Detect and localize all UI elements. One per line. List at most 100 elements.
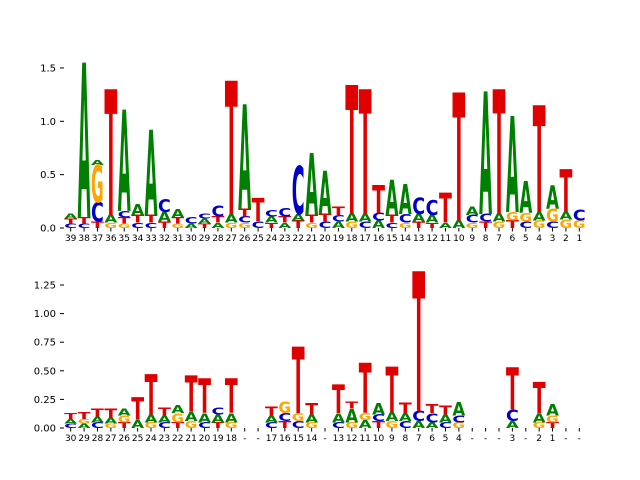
x-tick-label: 23 — [159, 434, 170, 444]
logo-letter-G: G — [305, 421, 318, 430]
logo-letter-A: A — [426, 421, 439, 430]
logo-letter-C: C — [78, 223, 91, 230]
x-tick-label: 18 — [346, 234, 358, 244]
y-tick-label: 0.50 — [34, 366, 56, 377]
logo-letter-A: A — [399, 412, 412, 424]
logo-letter-C: C — [198, 212, 211, 220]
x-tick-label: 2 — [563, 234, 569, 244]
logo-letter-T: T — [225, 371, 238, 425]
logo-letter-T: T — [145, 363, 158, 427]
logo-letter-T: T — [238, 207, 252, 219]
logo-letter-A: A — [104, 214, 117, 226]
logo-letter-G: G — [305, 221, 318, 229]
logo-letter-G: G — [466, 221, 479, 229]
logo-letter-G: G — [506, 210, 519, 224]
logo-letter-T: T — [64, 218, 77, 226]
logo-letter-T: T — [278, 419, 292, 430]
logo-letter-T: T — [359, 349, 372, 429]
x-tick-label: 13 — [413, 234, 424, 244]
logo-letter-A: A — [533, 411, 547, 425]
logo-letter-C: C — [158, 421, 171, 430]
logo-letter-A: A — [452, 219, 465, 231]
logo-letter-G: G — [345, 220, 358, 230]
x-tick-label: - — [524, 434, 527, 444]
logo-letter-A: A — [212, 222, 225, 231]
x-tick-label: 24 — [145, 434, 157, 444]
logo-letter-G: G — [104, 221, 117, 229]
logo-letter-T: T — [305, 213, 319, 225]
x-tick-label: 5 — [443, 434, 449, 444]
x-tick-label: 13 — [333, 434, 344, 444]
x-tick-label: 3 — [510, 434, 516, 444]
logo-letter-C: C — [573, 207, 586, 224]
logo-letter-C: C — [452, 414, 465, 425]
logo-letter-A: A — [292, 213, 306, 223]
x-tick-label: 15 — [293, 434, 304, 444]
logo-letter-A: A — [64, 417, 77, 425]
logo-letter-T: T — [399, 400, 413, 416]
y-tick-label: 0.75 — [34, 338, 56, 349]
x-tick-label: - — [497, 434, 500, 444]
logo-letter-G: G — [292, 412, 305, 424]
logo-letter-T: T — [265, 404, 278, 419]
x-tick-label: 27 — [226, 234, 237, 244]
logo-letter-T: T — [212, 421, 225, 430]
logo-letter-A: A — [452, 400, 465, 421]
logo-letter-T: T — [78, 216, 91, 226]
logo-letter-C: C — [399, 212, 412, 226]
x-tick-label: 12 — [426, 234, 437, 244]
logo-letter-T: T — [426, 401, 439, 416]
logo-letter-T: T — [185, 366, 198, 424]
x-tick-label: 30 — [65, 434, 77, 444]
logo-letter-C: C — [118, 210, 131, 220]
x-tick-label: 14 — [400, 234, 412, 244]
logo-letter-G: G — [533, 219, 546, 231]
logo-letter-T: T — [386, 213, 400, 225]
logo-letter-A: A — [506, 91, 519, 244]
logo-letter-G: G — [359, 412, 372, 423]
logo-letter-C: C — [185, 216, 198, 226]
x-tick-label: 22 — [293, 234, 304, 244]
logo-letter-A: A — [265, 215, 279, 225]
logo-letter-A: A — [131, 201, 145, 219]
x-tick-label: 20 — [319, 234, 331, 244]
logo-letter-G: G — [171, 412, 184, 426]
logo-letter-T: T — [533, 76, 546, 247]
logo-letter-T: T — [225, 44, 238, 258]
x-tick-label: 19 — [333, 234, 345, 244]
logo-letter-A: A — [332, 221, 346, 231]
x-tick-label: 14 — [306, 434, 318, 444]
logo-letter-A: A — [118, 407, 132, 418]
logo-letter-G: G — [386, 420, 399, 431]
y-tick-label: 1.0 — [40, 117, 56, 128]
logo-letter-A: A — [493, 212, 507, 225]
logo-letter-A: A — [131, 419, 144, 431]
logo-letter-C: C — [372, 212, 385, 223]
logo-letter-T: T — [91, 220, 104, 230]
logo-letter-A: A — [506, 420, 520, 431]
logo-letter-T: T — [506, 219, 520, 231]
logo-letter-C: C — [212, 406, 225, 417]
x-tick-label: 16 — [279, 434, 291, 444]
x-tick-label: 16 — [373, 234, 385, 244]
x-tick-label: 19 — [212, 434, 224, 444]
x-tick-label: 8 — [402, 434, 408, 444]
logo-letter-C: C — [292, 154, 305, 231]
logo-letter-A: A — [372, 219, 385, 231]
logo-letter-C: C — [252, 220, 265, 230]
logo-letter-A: A — [225, 213, 239, 226]
x-tick-label: 11 — [359, 434, 370, 444]
logo-letter-T: T — [158, 405, 171, 418]
logo-letter-A: A — [198, 217, 211, 226]
x-tick-label: - — [578, 434, 581, 444]
logo-letter-T: T — [118, 421, 131, 430]
logo-letter-T: T — [386, 354, 399, 427]
logo-letter-A: A — [185, 222, 198, 229]
x-tick-label: 26 — [119, 434, 131, 444]
x-tick-label: 25 — [132, 434, 143, 444]
logo-letter-C: C — [278, 205, 291, 219]
x-tick-label: 3 — [550, 234, 556, 244]
logo-letter-C: C — [91, 198, 104, 229]
